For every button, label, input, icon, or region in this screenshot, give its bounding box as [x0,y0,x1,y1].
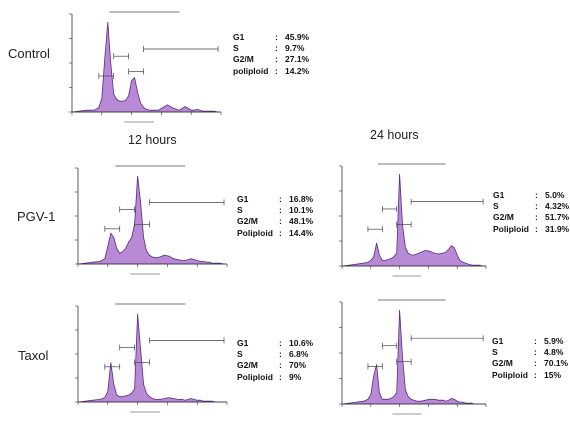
stat-row-g2m: G2/M:51.7% [493,212,570,223]
histogram-taxol-24h [339,299,487,415]
stat-label: poliploid [233,65,269,76]
stat-row-g1: G1:10.6% [237,338,314,348]
stat-label: S [493,201,499,212]
stat-label: G2/M [237,360,258,371]
histogram-area [341,173,486,267]
histogram-panel-control [60,6,225,126]
stat-label: S [233,43,239,54]
stat-value: 16.8% [289,194,314,204]
stat-label: G1 [237,338,249,348]
stat-label: S [237,349,243,360]
stat-row-g2m: G2/M:70% [237,360,307,371]
stat-label: S [492,347,498,358]
histogram-pgv1-12h [75,165,228,275]
stat-row-s: S:4.32% [493,201,570,212]
stats-taxol-24h: G1:5.9% S:4.8% G2/M:70.1% Poliploid:15% [492,336,568,381]
col-label-12h: 12 hours [128,133,177,147]
stat-value: 10.6% [289,338,314,348]
stat-value: 70.1% [544,358,569,369]
stat-value: 5.0% [545,190,565,200]
stat-row-poliploid: Poliploid:31.9% [493,223,570,234]
histogram-panel-taxol-24h [330,294,490,418]
stat-row-g1: G1:16.8% [237,194,314,204]
stat-value: 4.32% [545,201,570,212]
stat-label: G1 [492,336,504,346]
stat-value: 27.1% [285,54,310,65]
stat-row-s: S:10.1% [237,205,314,216]
stat-row-poliploid: Poliploid:15% [492,369,562,380]
stat-row-g1: G1:5.9% [492,336,564,346]
stat-value: 9.7% [285,43,305,54]
stat-label: G1 [493,190,505,200]
stat-row-g1: G1:45.9% [233,32,310,42]
stat-label: G1 [237,194,249,204]
histogram-area [341,309,486,405]
stat-value: 70% [289,360,307,371]
stat-label: Poliploid [493,223,529,234]
stat-value: 45.9% [285,32,310,42]
histogram-pgv1-24h [339,163,487,277]
histogram-panel-taxol-12h [66,298,231,416]
stat-row-poliploid: poliploid:14.2% [233,65,310,76]
stat-label: G2/M [237,216,258,227]
stats-pgv1-24h: G1:5.0% S:4.32% G2/M:51.7% Poliploid:31.… [493,190,569,235]
stat-label: G2/M [493,212,514,223]
stats-pgv1-12h: G1:16.8% S:10.1% G2/M:48.1% Poliploid:14… [237,194,313,239]
stats-taxol-12h: G1:10.6% S:6.8% G2/M:70% Poliploid:9% [237,338,313,383]
stat-value: 9% [289,371,302,382]
stat-label: S [237,205,243,216]
histogram-taxol-12h [75,303,228,413]
stat-row-g2m: G2/M:70.1% [492,358,569,369]
stat-label: Poliploid [492,369,528,380]
histogram-panel-pgv1-12h [66,160,231,278]
stat-value: 15% [544,369,562,380]
histogram-area [77,175,227,265]
stat-value: 31.9% [545,223,570,234]
stat-label: Poliploid [237,371,273,382]
stat-value: 6.8% [289,349,309,360]
stats-control: G1:45.9% S:9.7% G2/M:27.1% poliploid:14.… [233,32,309,77]
stat-label: G2/M [492,358,513,369]
stat-value: 14.4% [289,227,314,238]
stat-row-poliploid: Poliploid:14.4% [237,227,314,238]
stat-row-s: S:4.8% [492,347,564,358]
stat-row-g1: G1:5.0% [493,190,565,200]
stat-label: G1 [233,32,245,42]
stat-value: 5.9% [544,336,564,346]
stat-label: Poliploid [237,227,273,238]
stat-row-s: S:9.7% [233,43,305,54]
histogram-panel-pgv1-24h [330,158,490,280]
stat-label: G2/M [233,54,254,65]
histogram-control [69,11,222,123]
col-label-24h: 24 hours [370,128,419,142]
row-label-taxol: Taxol [18,348,49,363]
stat-row-g2m: G2/M:48.1% [237,216,314,227]
stat-value: 48.1% [289,216,314,227]
stat-value: 4.8% [544,347,564,358]
histogram-area [71,21,221,113]
stat-row-poliploid: Poliploid:9% [237,371,302,382]
stat-value: 10.1% [289,205,314,216]
stat-value: 51.7% [545,212,570,223]
row-label-pgv1: PGV-1 [17,209,56,224]
histogram-area [77,313,227,403]
stat-row-g2m: G2/M:27.1% [233,54,310,65]
row-label-control: Control [8,46,50,61]
stat-row-s: S:6.8% [237,349,309,360]
stat-value: 14.2% [285,65,310,76]
